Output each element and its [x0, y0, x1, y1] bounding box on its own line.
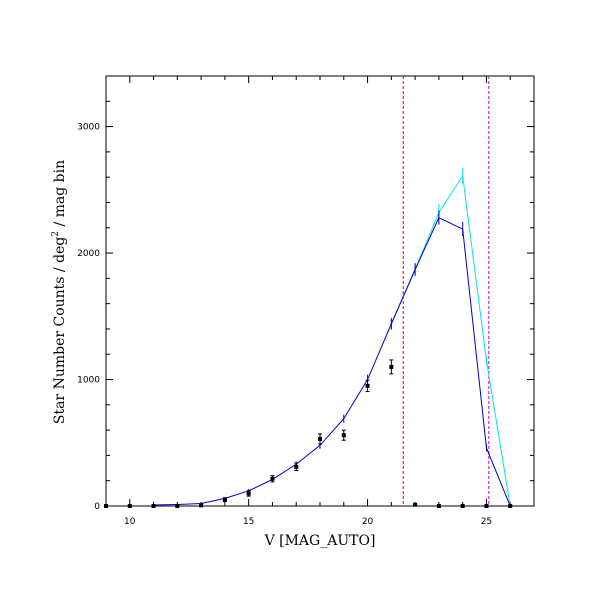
y-tick-label: 3000 [77, 123, 100, 133]
data-point [341, 433, 346, 438]
data-point [365, 383, 370, 388]
x-tick-label: 15 [243, 517, 254, 527]
series-line-cyan [390, 174, 511, 507]
x-tick-label: 20 [362, 517, 374, 527]
x-tick-label: 25 [481, 517, 492, 527]
data-point [413, 502, 418, 507]
y-tick-label: 2000 [77, 249, 100, 259]
series-group [153, 168, 511, 507]
data-point [199, 503, 204, 508]
y-axis-label-tail: / mag bin [52, 160, 68, 231]
data-point [127, 504, 132, 508]
y-axis-label-main: Star Number Counts / deg [52, 237, 68, 424]
data-point [294, 464, 299, 469]
data-point [151, 504, 156, 508]
points-group [104, 359, 513, 508]
tick-marks-group [105, 75, 535, 507]
series-line-blue [153, 216, 511, 507]
data-point [222, 497, 227, 502]
data-point [484, 504, 489, 508]
data-point [175, 504, 180, 508]
vertical-lines-group [402, 76, 490, 506]
data-point [508, 504, 513, 508]
data-point [104, 504, 108, 508]
data-point [436, 504, 441, 508]
y-tick-label: 1000 [77, 376, 100, 386]
data-point [318, 436, 322, 441]
data-point [270, 476, 275, 481]
y-tick-label: 0 [94, 502, 100, 512]
x-axis-label: V [MAG_AUTO] [264, 533, 376, 549]
y-axis-label: Star Number Counts / deg2 / mag bin [51, 160, 68, 424]
y-axis-label-superscript: 2 [51, 231, 61, 237]
data-point [246, 491, 251, 496]
tick-labels-group: 10 15 20 25 0 1000 2000 3000 [77, 123, 492, 527]
data-point [460, 504, 465, 508]
x-tick-label: 10 [124, 517, 136, 527]
data-point [389, 364, 394, 369]
